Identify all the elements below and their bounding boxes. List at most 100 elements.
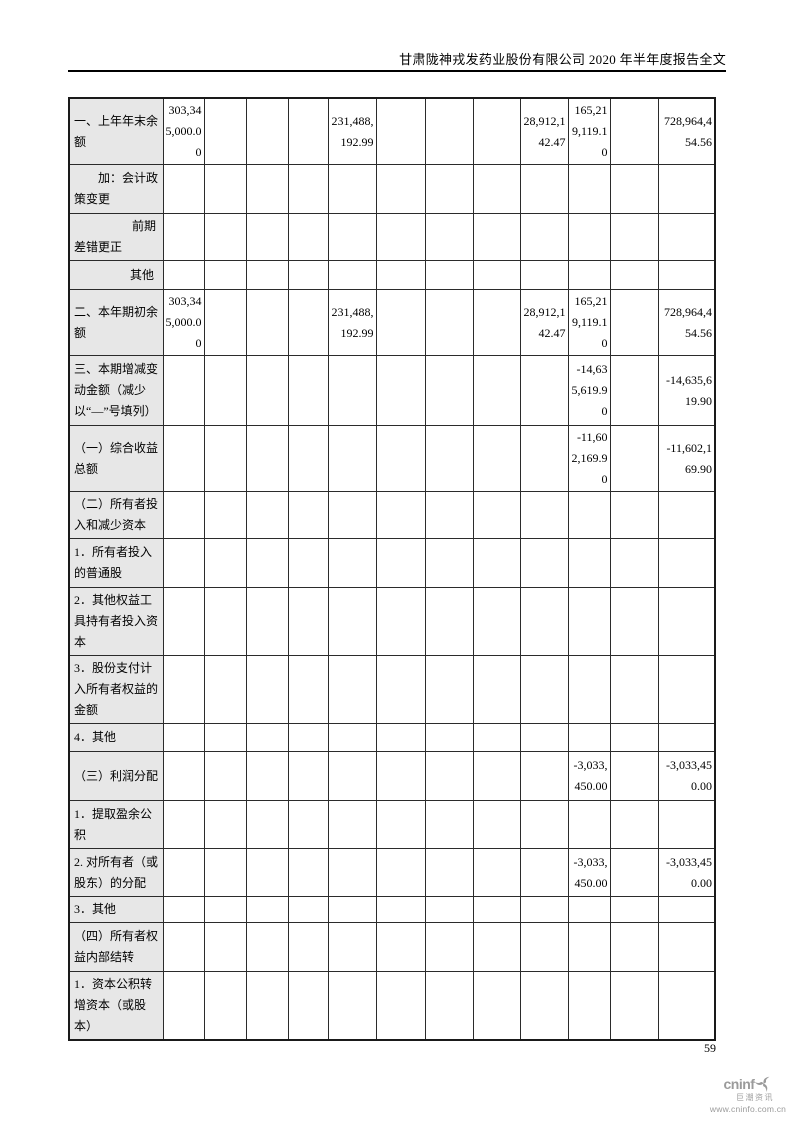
table-row: （一）综合收益总额 -11,602,169.90 -11,602,169.90 — [68, 425, 716, 492]
table-cell — [424, 491, 474, 539]
row-label: 三、本期增减变动金额（减少以“—”号填列） — [68, 355, 164, 426]
table-cell — [519, 655, 569, 724]
table-cell — [424, 289, 474, 356]
table-cell — [472, 751, 521, 801]
table-cell — [567, 587, 611, 656]
equity-change-table: 一、上年年末余额 303,345,000.00 231,488,192.99 28,9… — [68, 97, 716, 1041]
table-cell — [245, 289, 289, 356]
table-cell — [472, 538, 521, 588]
table-cell — [424, 896, 474, 923]
row-label: 1．提取盈余公积 — [68, 800, 164, 849]
table-cell — [245, 971, 289, 1041]
table-cell — [609, 971, 659, 1041]
row-label: （一）综合收益总额 — [68, 425, 164, 492]
table-cell: 231,488,192.99 — [327, 97, 377, 165]
table-cell — [472, 971, 521, 1041]
table-cell — [609, 97, 659, 165]
table-cell — [519, 538, 569, 588]
table-cell — [245, 587, 289, 656]
table-cell — [287, 587, 329, 656]
table-cell — [609, 289, 659, 356]
table-cell — [375, 289, 426, 356]
equity-table-body: 一、上年年末余额 303,345,000.00 231,488,192.99 28,9… — [68, 97, 716, 1041]
table-cell — [162, 800, 205, 849]
table-cell — [162, 971, 205, 1041]
table-cell — [327, 425, 377, 492]
table-cell — [609, 491, 659, 539]
table-cell — [567, 655, 611, 724]
table-cell — [203, 260, 247, 290]
table-cell — [203, 213, 247, 261]
table-cell — [375, 164, 426, 214]
row-label: 前期差错更正 — [68, 213, 164, 261]
cninfo-brand-text: cninf — [723, 1075, 755, 1092]
table-row: 其他 — [68, 260, 716, 290]
row-label: 2. 对所有者（或股东）的分配 — [68, 848, 164, 897]
table-cell — [287, 971, 329, 1041]
table-cell — [567, 260, 611, 290]
table-cell — [245, 922, 289, 972]
table-cell — [519, 922, 569, 972]
row-label: 4．其他 — [68, 723, 164, 752]
table-cell — [245, 723, 289, 752]
table-cell — [162, 655, 205, 724]
table-cell — [472, 800, 521, 849]
table-cell — [519, 260, 569, 290]
table-cell — [203, 425, 247, 492]
table-cell — [245, 164, 289, 214]
table-cell — [375, 355, 426, 426]
table-cell — [375, 800, 426, 849]
table-cell — [203, 355, 247, 426]
table-cell — [287, 751, 329, 801]
table-cell — [162, 723, 205, 752]
table-cell — [203, 97, 247, 165]
table-cell — [287, 425, 329, 492]
page-number: 59 — [704, 1041, 716, 1055]
table-cell — [609, 848, 659, 897]
table-cell — [375, 751, 426, 801]
table-cell — [162, 260, 205, 290]
table-row: （二）所有者投入和减少资本 — [68, 491, 716, 539]
table-cell — [162, 164, 205, 214]
table-cell — [287, 800, 329, 849]
table-cell — [162, 355, 205, 426]
table-cell — [424, 971, 474, 1041]
table-cell — [287, 97, 329, 165]
table-row: 1．所有者投入的普通股 — [68, 538, 716, 588]
table-cell — [424, 213, 474, 261]
table-cell — [287, 538, 329, 588]
table-cell — [245, 260, 289, 290]
table-cell — [472, 922, 521, 972]
table-cell — [375, 848, 426, 897]
table-cell — [287, 491, 329, 539]
table-cell — [609, 425, 659, 492]
table-row: 3．其他 — [68, 896, 716, 923]
table-row: 加：会计政策变更 — [68, 164, 716, 214]
table-cell: -14,635,619.90 — [657, 355, 716, 426]
table-row: 4．其他 — [68, 723, 716, 752]
table-cell — [245, 97, 289, 165]
table-cell — [327, 655, 377, 724]
table-cell — [609, 800, 659, 849]
table-cell — [519, 164, 569, 214]
table-cell: -11,602,169.90 — [567, 425, 611, 492]
cninfo-logo: cninf 巨潮资讯 www.cninfo.com.cn — [708, 1075, 788, 1115]
table-cell — [245, 491, 289, 539]
table-cell — [567, 164, 611, 214]
table-cell — [245, 538, 289, 588]
table-cell — [245, 213, 289, 261]
header-divider — [68, 70, 726, 72]
table-row: （四）所有者权益内部结转 — [68, 922, 716, 972]
table-cell — [424, 260, 474, 290]
row-label: 加：会计政策变更 — [68, 164, 164, 214]
table-cell — [519, 723, 569, 752]
table-cell — [287, 213, 329, 261]
table-cell — [609, 655, 659, 724]
table-cell — [472, 425, 521, 492]
table-cell — [657, 655, 716, 724]
table-cell — [203, 896, 247, 923]
table-cell — [657, 213, 716, 261]
table-cell — [327, 848, 377, 897]
table-cell — [287, 723, 329, 752]
table-cell — [424, 751, 474, 801]
